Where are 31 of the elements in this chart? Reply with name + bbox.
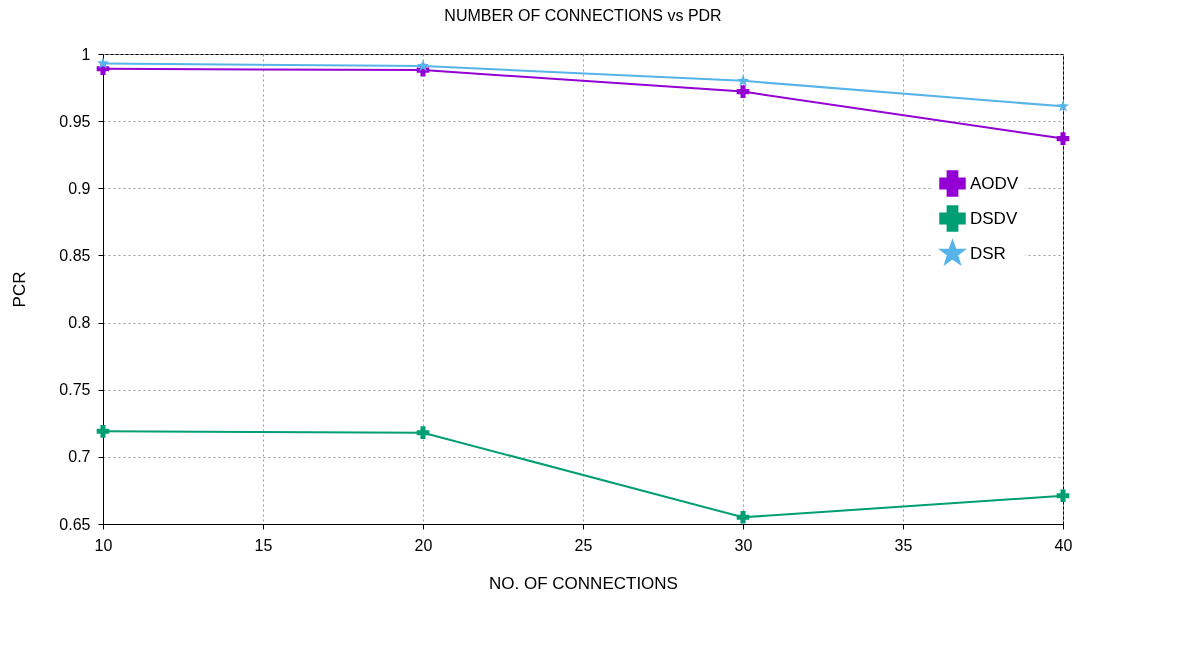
point [96,425,110,438]
legend-label: DSR [970,243,1006,263]
x-tick-label: 20 [414,536,433,554]
point [416,426,430,440]
x-tick-label: 35 [894,536,913,554]
y-tick-label: 0.65 [59,515,91,533]
y-tick-label: 0.85 [59,246,91,264]
point [416,59,430,72]
point [96,57,110,69]
point [1056,132,1070,145]
x-tick-label: 25 [574,536,593,554]
point [736,85,750,98]
point [1056,489,1070,503]
y-tick-label: 0.9 [68,179,91,197]
y-axis-title: PCR [10,271,30,308]
y-tick-label: 0.8 [68,314,91,332]
y-tick-label: 0.95 [59,112,91,130]
x-tick-label: 40 [1054,536,1073,554]
chart-title: NUMBER OF CONNECTIONS vs PDR [444,7,722,24]
x-tick-label: 30 [734,536,753,554]
point [736,510,750,524]
x-tick-label: 15 [254,536,273,554]
x-axis-title: NO. OF CONNECTIONS [489,573,678,593]
x-tick-label: 10 [94,536,113,554]
y-tick-label: 1 [81,45,91,63]
y-tick-label: 0.7 [68,448,91,466]
y-tick-label: 0.75 [59,381,91,399]
legend-label: AODV [970,173,1019,193]
point [1056,100,1070,112]
legend-label: DSDV [970,208,1018,228]
point [736,74,750,86]
